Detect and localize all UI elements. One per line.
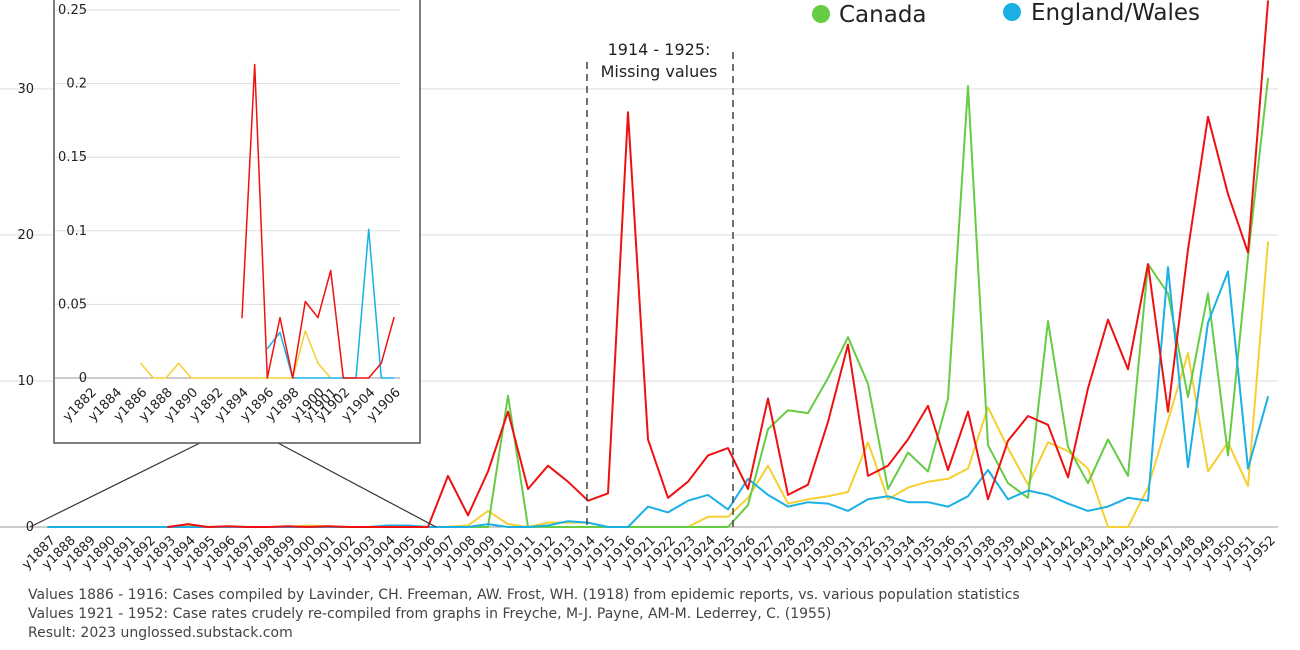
inset-frame [53, 0, 421, 444]
legend-label-england-wales: England/Wales [1031, 0, 1200, 26]
zoom-connectors [29, 442, 437, 528]
footer-result-line: Result: 2023 unglossed.substack.com [28, 625, 293, 641]
annotation-line-1: 1914 - 1925: [608, 40, 711, 59]
main-series-line-1 [447, 77, 1269, 528]
inset-y-tick-label: 0 [79, 371, 87, 386]
inset-series-line-0 [139, 330, 332, 379]
inset-y-axis: 0 0.05 0.1 0.15 0.2 0.25 [58, 3, 87, 386]
inset-y-tick-label: 0.05 [58, 297, 87, 312]
main-y-tick-label: 20 [17, 228, 34, 243]
zoom-connector-right [277, 442, 437, 528]
main-y-tick-label: 10 [17, 374, 34, 389]
main-y-tick-label: 30 [17, 82, 34, 97]
main-y-axis: 0 10 20 30 [17, 82, 34, 535]
main-x-axis: y1887y1888y1889y1890y1891y1892y1893y1894… [19, 533, 1278, 572]
missing-values-annotation: 1914 - 1925: Missing values [586, 40, 734, 528]
legend-label-canada: Canada [839, 2, 927, 28]
inset-series [139, 63, 395, 379]
legend-marker-england-wales [1003, 3, 1021, 21]
legend-marker-canada [812, 5, 830, 23]
main-series-line-3 [167, 0, 1269, 528]
inset-y-tick-label: 0.2 [66, 77, 87, 92]
annotation-line-2: Missing values [601, 62, 718, 81]
legend: Canada England/Wales [812, 0, 1200, 28]
footer-source-line-2: Values 1921 - 1952: Case rates crudely r… [28, 606, 832, 622]
main-y-tick-label: 0 [26, 520, 34, 535]
footer-source-line-1: Values 1886 - 1916: Cases compiled by La… [28, 587, 1020, 603]
zoom-connector-left [29, 442, 201, 528]
inset-chart: 00.050.10.150.20.25 y1882y1884y1886y1888… [53, 0, 421, 444]
inset-y-tick-label: 0.15 [58, 150, 87, 165]
inset-series-line-1 [266, 228, 395, 379]
inset-series-line-2 [241, 63, 395, 379]
inset-y-tick-label: 0.25 [58, 3, 87, 18]
inset-y-tick-label: 0.1 [66, 224, 87, 239]
main-series [47, 0, 1269, 528]
